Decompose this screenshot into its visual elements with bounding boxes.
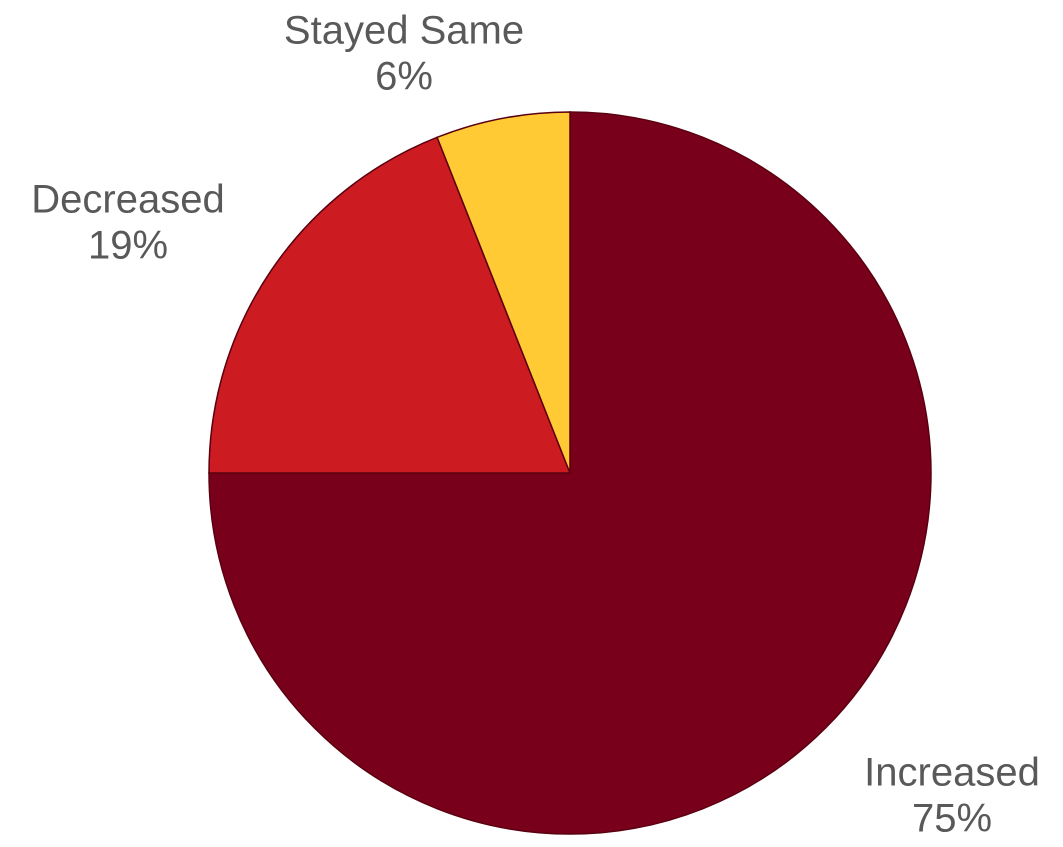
- pie-slice-decreased: [208, 136, 572, 474]
- slice-label-stayed-same: Stayed Same: [284, 9, 524, 53]
- slice-percent-increased: 75%: [912, 797, 992, 841]
- slice-label-increased: Increased: [864, 751, 1040, 795]
- slice-percent-decreased: 19%: [88, 224, 168, 268]
- slice-percent-stayed-same: 6%: [375, 55, 433, 99]
- pie-slices: [208, 111, 932, 835]
- pie-slice-stayed-same: [436, 111, 571, 474]
- slice-label-decreased: Decreased: [31, 178, 224, 222]
